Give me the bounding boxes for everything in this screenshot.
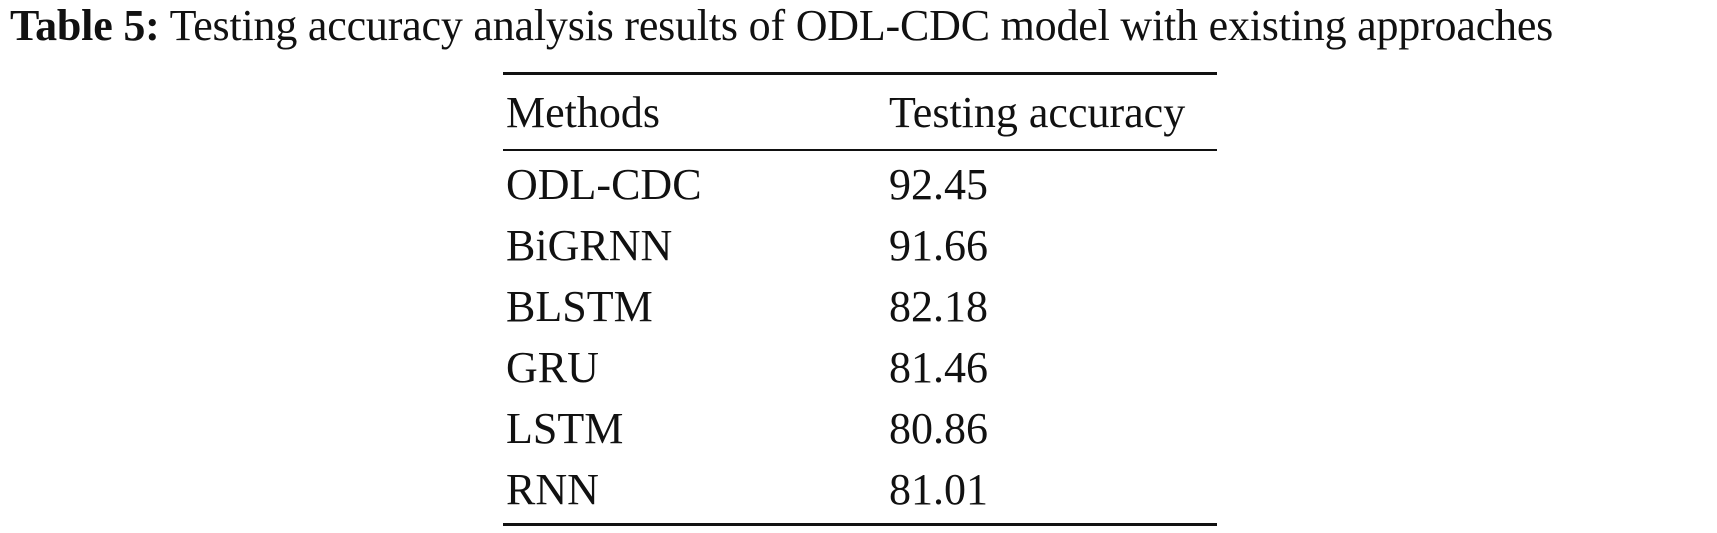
table-row: ODL-CDC 92.45 xyxy=(503,154,1217,215)
table-caption-text: Testing accuracy analysis results of ODL… xyxy=(169,1,1554,50)
table-body: ODL-CDC 92.45 BiGRNN 91.66 BLSTM 82.18 G… xyxy=(503,151,1217,523)
method-cell: GRU xyxy=(506,343,599,392)
accuracy-cell: 80.86 xyxy=(889,404,988,453)
column-header-testing-accuracy: Testing accuracy xyxy=(889,87,1186,137)
results-table: Methods Testing accuracy ODL-CDC 92.45 B… xyxy=(503,72,1217,526)
table-row: BiGRNN 91.66 xyxy=(503,215,1217,276)
table-bottom-rule xyxy=(503,523,1217,526)
method-cell: BiGRNN xyxy=(506,221,673,270)
table-row: LSTM 80.86 xyxy=(503,398,1217,459)
method-cell: BLSTM xyxy=(506,282,653,331)
method-cell: ODL-CDC xyxy=(506,160,702,209)
table-row: BLSTM 82.18 xyxy=(503,276,1217,337)
accuracy-cell: 92.45 xyxy=(889,160,988,209)
table-caption: Table 5: Testing accuracy analysis resul… xyxy=(10,0,1710,52)
table-row: GRU 81.46 xyxy=(503,337,1217,398)
table-row: RNN 81.01 xyxy=(503,459,1217,520)
accuracy-cell: 91.66 xyxy=(889,221,988,270)
column-header-methods: Methods xyxy=(506,87,660,137)
accuracy-cell: 81.01 xyxy=(889,465,988,514)
table-header-rule xyxy=(503,149,1217,151)
accuracy-cell: 82.18 xyxy=(889,282,988,331)
table-caption-label: Table 5: xyxy=(10,1,160,50)
table-header-row: Methods Testing accuracy xyxy=(503,75,1217,149)
method-cell: LSTM xyxy=(506,404,624,453)
table-top-rule xyxy=(503,72,1217,75)
accuracy-cell: 81.46 xyxy=(889,343,988,392)
method-cell: RNN xyxy=(506,465,599,514)
